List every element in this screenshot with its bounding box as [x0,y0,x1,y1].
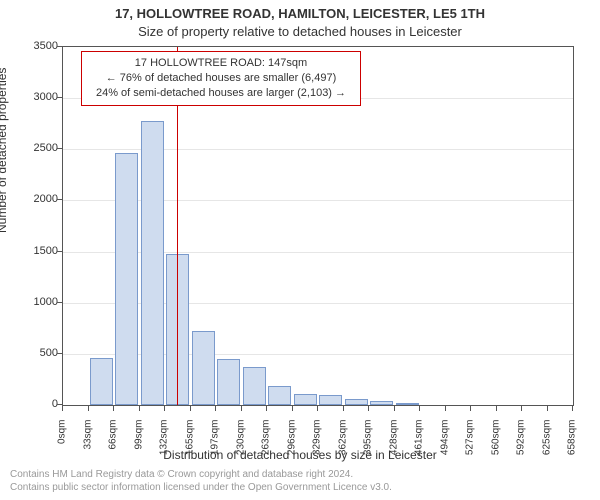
histogram-bar [141,121,164,405]
histogram-bar [115,153,138,405]
annotation-box: 17 HOLLOWTREE ROAD: 147sqm ← 76% of deta… [81,51,361,106]
x-tick-mark [113,406,114,411]
y-tick-mark [57,46,62,47]
y-tick-label: 2500 [8,142,58,154]
x-tick-label: 230sqm [235,420,246,470]
x-tick-label: 592sqm [516,420,527,470]
x-tick-label: 296sqm [286,420,297,470]
histogram-bar [345,399,368,405]
chart-title: 17, HOLLOWTREE ROAD, HAMILTON, LEICESTER… [0,6,600,21]
x-tick-mark [572,406,573,411]
x-tick-label: 658sqm [567,420,578,470]
x-tick-label: 625sqm [541,420,552,470]
histogram-bar [319,395,342,405]
x-tick-label: 0sqm [57,420,68,470]
x-tick-mark [394,406,395,411]
x-tick-label: 99sqm [133,420,144,470]
y-tick-label: 0 [8,398,58,410]
x-tick-label: 132sqm [159,420,170,470]
x-tick-mark [470,406,471,411]
x-tick-label: 33sqm [82,420,93,470]
histogram-bar [396,403,419,405]
x-tick-mark [343,406,344,411]
annotation-line2: ← 76% of detached houses are smaller (6,… [88,71,354,86]
y-tick-label: 1000 [8,296,58,308]
histogram-bar [294,394,317,405]
histogram-bar [217,359,240,405]
x-tick-label: 329sqm [312,420,323,470]
histogram-bar [268,386,291,405]
x-tick-label: 66sqm [108,420,119,470]
x-tick-label: 165sqm [184,420,195,470]
y-tick-label: 500 [8,347,58,359]
gridline [63,303,573,304]
annotation-line1: 17 HOLLOWTREE ROAD: 147sqm [88,56,354,71]
x-tick-mark [266,406,267,411]
plot-area: 17 HOLLOWTREE ROAD: 147sqm ← 76% of deta… [62,46,574,406]
histogram-bar [90,358,113,405]
y-tick-mark [57,148,62,149]
y-tick-mark [57,199,62,200]
x-tick-mark [317,406,318,411]
annotation-line3: 24% of semi-detached houses are larger (… [88,86,354,101]
x-tick-label: 362sqm [337,420,348,470]
gridline [63,200,573,201]
x-tick-mark [292,406,293,411]
chart-subtitle: Size of property relative to detached ho… [0,24,600,39]
x-tick-mark [521,406,522,411]
x-tick-label: 527sqm [465,420,476,470]
histogram-bar [243,367,266,405]
x-tick-mark [547,406,548,411]
y-tick-label: 3500 [8,40,58,52]
x-tick-label: 428sqm [388,420,399,470]
x-tick-mark [164,406,165,411]
histogram-bar [370,401,393,405]
credits: Contains HM Land Registry data © Crown c… [10,468,392,494]
x-tick-mark [419,406,420,411]
y-tick-label: 3000 [8,91,58,103]
x-tick-mark [139,406,140,411]
x-tick-mark [62,406,63,411]
x-tick-label: 395sqm [363,420,374,470]
y-tick-label: 2000 [8,193,58,205]
gridline [63,149,573,150]
chart-container: 17, HOLLOWTREE ROAD, HAMILTON, LEICESTER… [0,0,600,500]
y-tick-mark [57,251,62,252]
x-tick-mark [496,406,497,411]
x-tick-label: 494sqm [439,420,450,470]
histogram-bar [192,331,215,405]
x-tick-mark [88,406,89,411]
y-tick-mark [57,302,62,303]
x-tick-label: 263sqm [261,420,272,470]
x-tick-mark [241,406,242,411]
x-tick-mark [368,406,369,411]
y-tick-label: 1500 [8,245,58,257]
credits-line2: Contains public sector information licen… [10,481,392,494]
x-tick-label: 461sqm [414,420,425,470]
x-tick-mark [215,406,216,411]
x-tick-label: 560sqm [490,420,501,470]
gridline [63,354,573,355]
gridline [63,252,573,253]
y-tick-mark [57,97,62,98]
credits-line1: Contains HM Land Registry data © Crown c… [10,468,392,481]
x-tick-mark [445,406,446,411]
y-tick-mark [57,404,62,405]
x-tick-label: 197sqm [210,420,221,470]
x-tick-mark [190,406,191,411]
y-tick-mark [57,353,62,354]
